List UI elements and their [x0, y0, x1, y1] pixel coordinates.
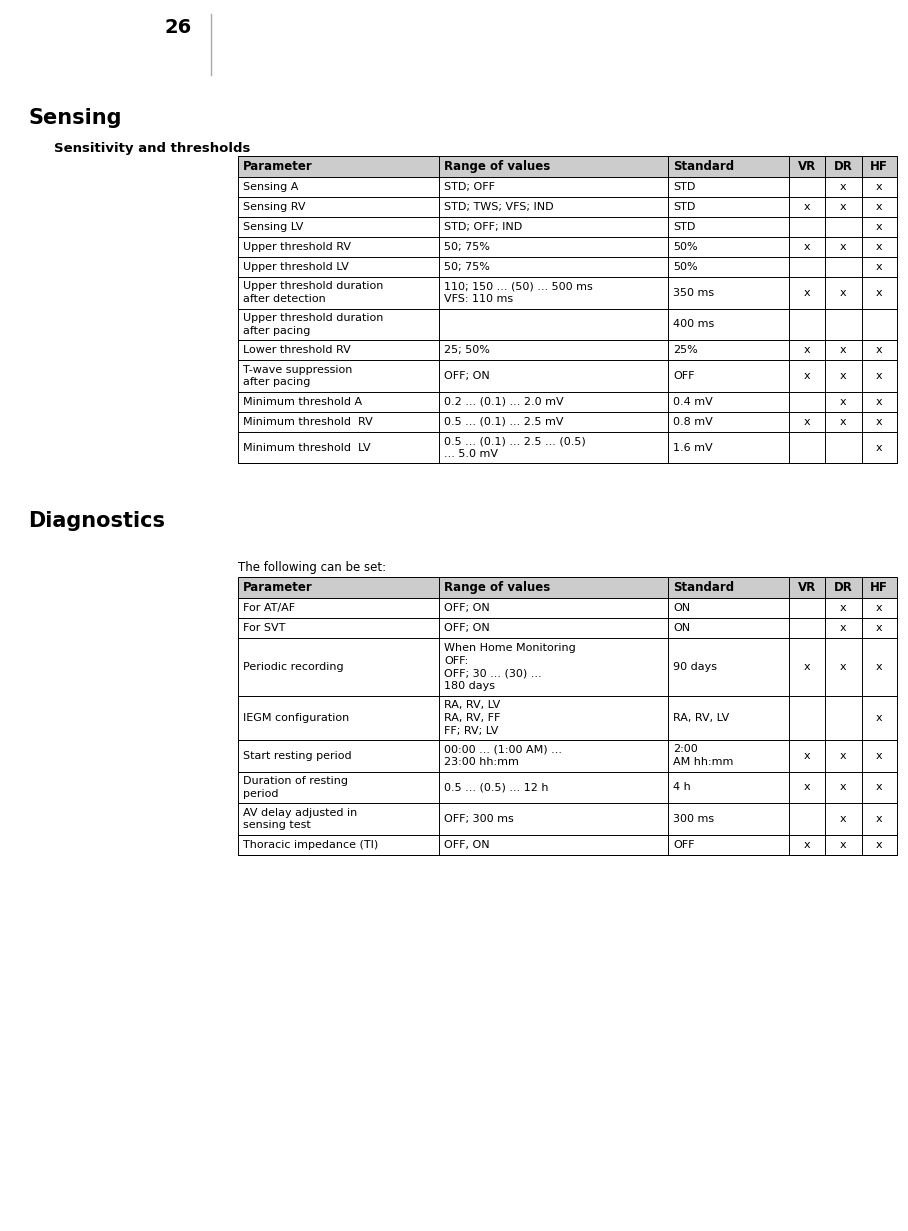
- Bar: [238, 577, 897, 854]
- Text: 50; 75%: 50; 75%: [444, 243, 489, 252]
- Text: Minimum threshold A: Minimum threshold A: [243, 396, 362, 406]
- Text: x: x: [876, 243, 883, 252]
- Text: x: x: [840, 751, 846, 761]
- Text: x: x: [876, 443, 883, 453]
- Text: STD: STD: [674, 202, 696, 212]
- Text: RA, RV, LV: RA, RV, LV: [674, 713, 730, 723]
- Text: 25%: 25%: [674, 345, 698, 356]
- Text: 350 ms: 350 ms: [674, 288, 715, 298]
- Text: x: x: [840, 603, 846, 613]
- Text: VR: VR: [798, 581, 816, 595]
- Text: 90 days: 90 days: [674, 662, 717, 672]
- Text: x: x: [804, 751, 811, 761]
- Text: x: x: [840, 783, 846, 793]
- Text: x: x: [840, 243, 846, 252]
- Text: x: x: [804, 371, 811, 382]
- Text: x: x: [804, 202, 811, 212]
- Text: Sensing LV: Sensing LV: [243, 222, 303, 231]
- Text: Duration of resting
period: Duration of resting period: [243, 776, 348, 799]
- Text: x: x: [840, 288, 846, 298]
- Text: 0.8 mV: 0.8 mV: [674, 417, 713, 427]
- Text: 0.4 mV: 0.4 mV: [674, 396, 713, 406]
- Text: OFF; ON: OFF; ON: [444, 623, 489, 634]
- Text: Range of values: Range of values: [444, 160, 550, 174]
- Text: HF: HF: [871, 160, 888, 174]
- Text: x: x: [876, 662, 883, 672]
- Text: 110; 150 ... (50) ... 500 ms
VFS: 110 ms: 110; 150 ... (50) ... 500 ms VFS: 110 ms: [444, 282, 593, 304]
- Text: Lower threshold RV: Lower threshold RV: [243, 345, 350, 356]
- Text: HF: HF: [871, 581, 888, 595]
- Text: ON: ON: [674, 623, 690, 634]
- Text: x: x: [840, 396, 846, 406]
- Text: x: x: [876, 371, 883, 382]
- Text: 1.6 mV: 1.6 mV: [674, 443, 713, 453]
- Text: VR: VR: [798, 160, 816, 174]
- Bar: [238, 577, 897, 598]
- Text: x: x: [876, 262, 883, 272]
- Text: Diagnostics: Diagnostics: [28, 511, 165, 532]
- Text: OFF: OFF: [674, 371, 695, 382]
- Text: x: x: [876, 603, 883, 613]
- Text: OFF; ON: OFF; ON: [444, 371, 489, 382]
- Text: DR: DR: [834, 160, 853, 174]
- Text: 0.5 ... (0.1) ... 2.5 mV: 0.5 ... (0.1) ... 2.5 mV: [444, 417, 564, 427]
- Text: x: x: [876, 396, 883, 406]
- Text: STD; OFF: STD; OFF: [444, 182, 495, 192]
- Text: Sensing RV: Sensing RV: [243, 202, 305, 212]
- Text: x: x: [840, 202, 846, 212]
- Text: AV delay adjusted in
sensing test: AV delay adjusted in sensing test: [243, 808, 357, 831]
- Text: STD; OFF; IND: STD; OFF; IND: [444, 222, 522, 231]
- Text: x: x: [876, 222, 883, 231]
- Text: x: x: [840, 840, 846, 849]
- Text: x: x: [840, 623, 846, 634]
- Text: STD; TWS; VFS; IND: STD; TWS; VFS; IND: [444, 202, 554, 212]
- Text: x: x: [876, 623, 883, 634]
- Text: IEGM configuration: IEGM configuration: [243, 713, 350, 723]
- Text: 50%: 50%: [674, 262, 698, 272]
- Text: Minimum threshold  LV: Minimum threshold LV: [243, 443, 370, 453]
- Text: x: x: [876, 751, 883, 761]
- Text: 2:00
AM hh:mm: 2:00 AM hh:mm: [674, 745, 734, 767]
- Text: OFF; 300 ms: OFF; 300 ms: [444, 814, 514, 824]
- Text: x: x: [804, 417, 811, 427]
- Text: Upper threshold RV: Upper threshold RV: [243, 243, 350, 252]
- Text: Sensitivity and thresholds: Sensitivity and thresholds: [54, 142, 251, 155]
- Text: When Home Monitoring
OFF:
OFF; 30 ... (30) ...
180 days: When Home Monitoring OFF: OFF; 30 ... (3…: [444, 643, 576, 691]
- Text: The following can be set:: The following can be set:: [238, 561, 386, 575]
- Text: Parameter: Parameter: [243, 581, 312, 595]
- Text: 50; 75%: 50; 75%: [444, 262, 489, 272]
- Text: x: x: [804, 345, 811, 356]
- Text: Sensing: Sensing: [28, 108, 122, 128]
- Text: x: x: [876, 783, 883, 793]
- Text: x: x: [840, 662, 846, 672]
- Bar: [238, 156, 897, 463]
- Text: Upper threshold duration
after detection: Upper threshold duration after detection: [243, 282, 383, 304]
- Text: For AT/AF: For AT/AF: [243, 603, 295, 613]
- Text: RA, RV, LV
RA, RV, FF
FF; RV; LV: RA, RV, LV RA, RV, FF FF; RV; LV: [444, 700, 500, 736]
- Text: Upper threshold duration
after pacing: Upper threshold duration after pacing: [243, 313, 383, 336]
- Text: Range of values: Range of values: [444, 581, 550, 595]
- Text: x: x: [876, 840, 883, 849]
- Text: Upper threshold LV: Upper threshold LV: [243, 262, 349, 272]
- Text: x: x: [804, 840, 811, 849]
- Text: x: x: [840, 814, 846, 824]
- Text: x: x: [876, 288, 883, 298]
- Text: 26: 26: [164, 18, 192, 37]
- Text: Thoracic impedance (TI): Thoracic impedance (TI): [243, 840, 378, 849]
- Text: STD: STD: [674, 182, 696, 192]
- Text: x: x: [876, 713, 883, 723]
- Text: ON: ON: [674, 603, 690, 613]
- Bar: [238, 156, 897, 177]
- Text: x: x: [804, 288, 811, 298]
- Text: x: x: [804, 243, 811, 252]
- Text: 400 ms: 400 ms: [674, 319, 715, 330]
- Text: Parameter: Parameter: [243, 160, 312, 174]
- Text: Periodic recording: Periodic recording: [243, 662, 343, 672]
- Text: x: x: [840, 417, 846, 427]
- Text: Standard: Standard: [674, 160, 735, 174]
- Text: Minimum threshold  RV: Minimum threshold RV: [243, 417, 372, 427]
- Text: 0.5 ... (0.1) ... 2.5 ... (0.5)
... 5.0 mV: 0.5 ... (0.1) ... 2.5 ... (0.5) ... 5.0 …: [444, 436, 586, 459]
- Text: T-wave suppression
after pacing: T-wave suppression after pacing: [243, 364, 352, 388]
- Text: x: x: [804, 662, 811, 672]
- Text: x: x: [840, 371, 846, 382]
